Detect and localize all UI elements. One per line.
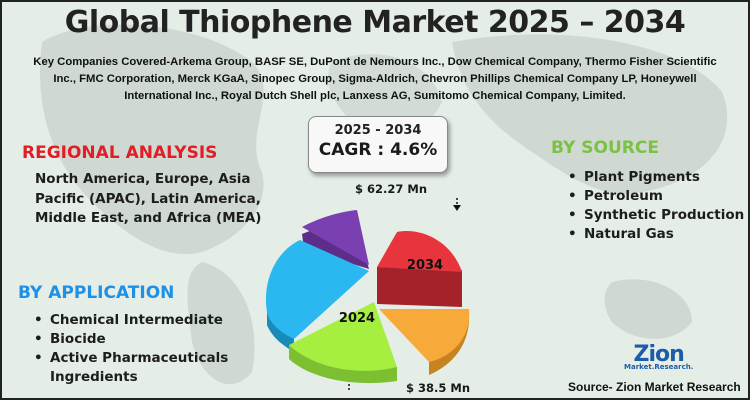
list-item: Petroleum bbox=[564, 187, 744, 206]
list-item: Chemical Intermediate bbox=[30, 311, 280, 330]
application-list: Chemical Intermediate Biocide Active Pha… bbox=[30, 311, 280, 387]
regional-analysis-heading: REGIONAL ANALYSIS bbox=[22, 143, 218, 163]
cagr-value: CAGR : 4.6% bbox=[318, 140, 438, 160]
by-source-heading: BY SOURCE bbox=[551, 138, 659, 158]
list-item: Biocide bbox=[30, 330, 280, 349]
zion-logo: Zion Market.Research. bbox=[624, 342, 693, 371]
by-application-heading: BY APPLICATION bbox=[18, 283, 175, 303]
logo-main-text: Zion bbox=[633, 342, 685, 367]
end-value-label: $ 62.27 Mn bbox=[355, 182, 428, 196]
list-item: Plant Pigments bbox=[564, 168, 744, 187]
list-item: Natural Gas bbox=[564, 225, 744, 244]
slice-label-2024: 2024 bbox=[339, 311, 375, 326]
source-list: Plant Pigments Petroleum Synthetic Produ… bbox=[564, 168, 744, 244]
slice-label-2034: 2034 bbox=[407, 258, 443, 273]
cagr-years: 2025 - 2034 bbox=[334, 123, 422, 138]
cagr-box: 2025 - 2034 CAGR : 4.6% bbox=[308, 116, 448, 173]
page-title: Global Thiophene Market 2025 – 2034 bbox=[64, 5, 686, 40]
pie-chart: 2034 2024 bbox=[265, 197, 470, 390]
list-item: Active Pharmaceuticals Ingredients bbox=[30, 349, 280, 387]
key-companies-text: Key Companies Covered-Arkema Group, BASF… bbox=[33, 56, 717, 102]
logo-sub-text: Market.Research. bbox=[624, 363, 694, 371]
source-credit: Source- Zion Market Research bbox=[568, 380, 741, 394]
start-value-label: $ 38.5 Mn bbox=[406, 381, 471, 395]
list-item: Synthetic Production bbox=[564, 206, 744, 225]
regional-analysis-text: North America, Europe, Asia Pacific (APA… bbox=[35, 171, 262, 226]
